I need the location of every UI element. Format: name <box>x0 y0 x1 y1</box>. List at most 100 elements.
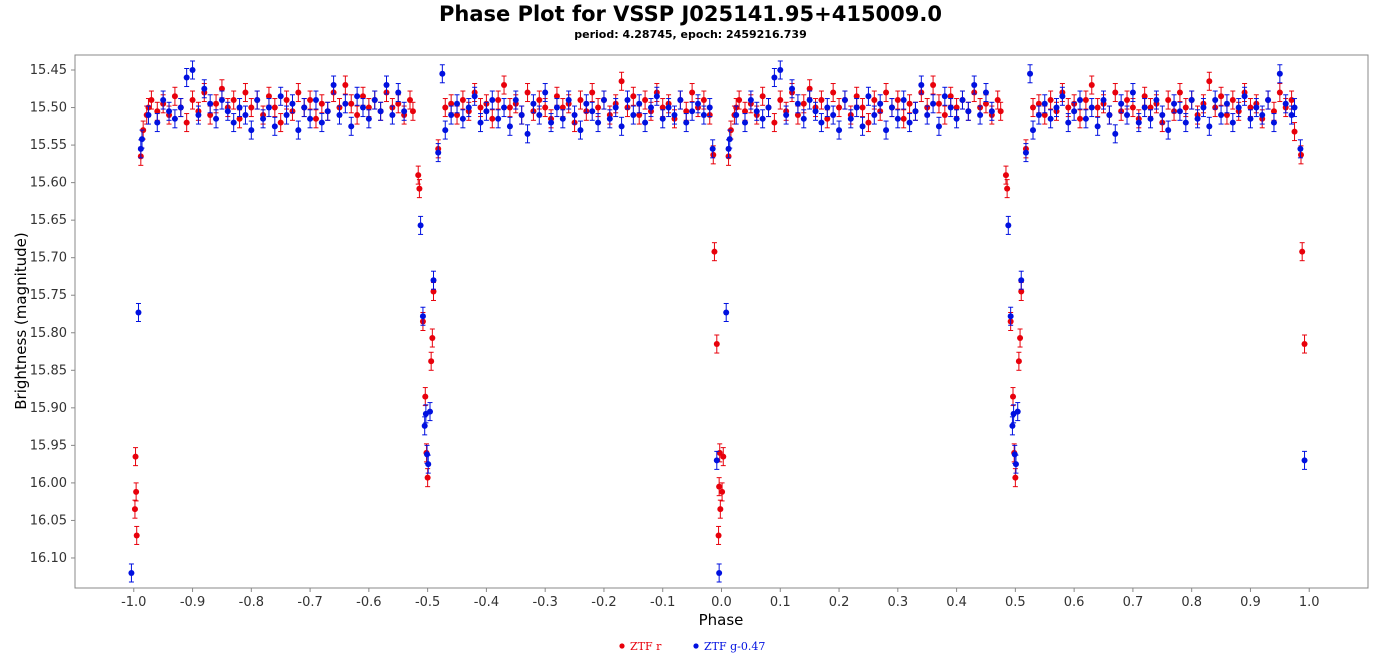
data-point <box>483 108 490 115</box>
y-axis-title: Brightness (magnitude) <box>12 232 30 410</box>
data-point <box>624 97 631 104</box>
x-tick-label: -0.9 <box>180 595 205 610</box>
data-point <box>977 112 984 119</box>
data-point <box>1301 457 1308 464</box>
data-point <box>128 569 135 576</box>
data-point <box>883 89 890 96</box>
data-point <box>771 74 778 81</box>
data-point <box>265 104 272 111</box>
data-point <box>1288 112 1295 119</box>
x-tick-label: 0.3 <box>887 595 908 610</box>
data-point <box>789 85 796 92</box>
data-point <box>765 104 772 111</box>
data-point <box>1017 335 1024 342</box>
data-point <box>642 119 649 126</box>
data-point <box>495 97 502 104</box>
data-point <box>542 104 549 111</box>
x-tick-label: 0.7 <box>1123 595 1144 610</box>
data-point <box>982 100 989 107</box>
data-point <box>900 97 907 104</box>
data-point <box>1018 277 1025 284</box>
data-point <box>428 358 435 365</box>
data-point <box>715 532 722 539</box>
data-point <box>577 97 584 104</box>
y-tick-label: 15.60 <box>30 176 67 191</box>
data-point <box>689 108 696 115</box>
data-point <box>409 108 416 115</box>
data-point <box>713 457 720 464</box>
data-point <box>131 506 138 513</box>
data-point <box>183 119 190 126</box>
data-point <box>824 104 831 111</box>
data-point <box>336 112 343 119</box>
data-point <box>1094 123 1101 130</box>
data-point <box>1106 112 1113 119</box>
y-tick-label: 15.85 <box>30 363 67 378</box>
x-tick-label: 0.9 <box>1240 595 1261 610</box>
data-point <box>935 100 942 107</box>
series-1 <box>128 60 1308 583</box>
data-point <box>318 100 325 107</box>
data-point <box>1253 104 1260 111</box>
data-point <box>683 108 690 115</box>
data-point <box>800 100 807 107</box>
data-point <box>783 112 790 119</box>
data-point <box>312 97 319 104</box>
data-point <box>716 569 723 576</box>
data-point <box>1176 89 1183 96</box>
x-tick-label: -0.2 <box>591 595 616 610</box>
data-point <box>1071 108 1078 115</box>
data-point <box>530 100 537 107</box>
data-point <box>742 108 749 115</box>
data-point <box>700 112 707 119</box>
data-point <box>348 100 355 107</box>
data-point <box>501 82 508 89</box>
data-point <box>694 100 701 107</box>
data-point <box>806 97 813 104</box>
data-point <box>689 89 696 96</box>
data-point <box>771 119 778 126</box>
data-point <box>248 127 255 134</box>
data-point <box>1299 248 1306 255</box>
data-point <box>924 112 931 119</box>
data-point <box>248 104 255 111</box>
data-point <box>713 341 720 348</box>
data-point <box>1182 119 1189 126</box>
data-point <box>988 108 995 115</box>
data-point <box>224 108 231 115</box>
data-point <box>1229 119 1236 126</box>
data-point <box>201 85 208 92</box>
data-point <box>959 97 966 104</box>
data-point <box>429 335 436 342</box>
data-point <box>312 115 319 122</box>
data-point <box>1002 172 1009 179</box>
data-point <box>1159 112 1166 119</box>
data-point <box>1047 115 1054 122</box>
data-point <box>1165 97 1172 104</box>
data-point <box>1270 108 1277 115</box>
data-point <box>365 115 372 122</box>
data-point <box>583 100 590 107</box>
data-point <box>1082 115 1089 122</box>
data-point <box>1235 104 1242 111</box>
data-point <box>430 277 437 284</box>
data-point <box>759 115 766 122</box>
data-point <box>711 248 718 255</box>
data-point <box>636 112 643 119</box>
data-point <box>171 93 178 100</box>
data-point <box>706 104 713 111</box>
data-point <box>1282 100 1289 107</box>
data-point <box>947 93 954 100</box>
data-point <box>1014 408 1021 415</box>
data-point <box>723 309 730 316</box>
data-point <box>559 115 566 122</box>
data-point <box>841 97 848 104</box>
x-axis-title: Phase <box>699 611 744 629</box>
data-point <box>1218 112 1225 119</box>
data-point <box>342 82 349 89</box>
data-point <box>424 474 431 481</box>
data-point <box>1088 104 1095 111</box>
x-tick-label: -0.3 <box>532 595 557 610</box>
data-point <box>1082 97 1089 104</box>
data-point <box>422 393 429 400</box>
